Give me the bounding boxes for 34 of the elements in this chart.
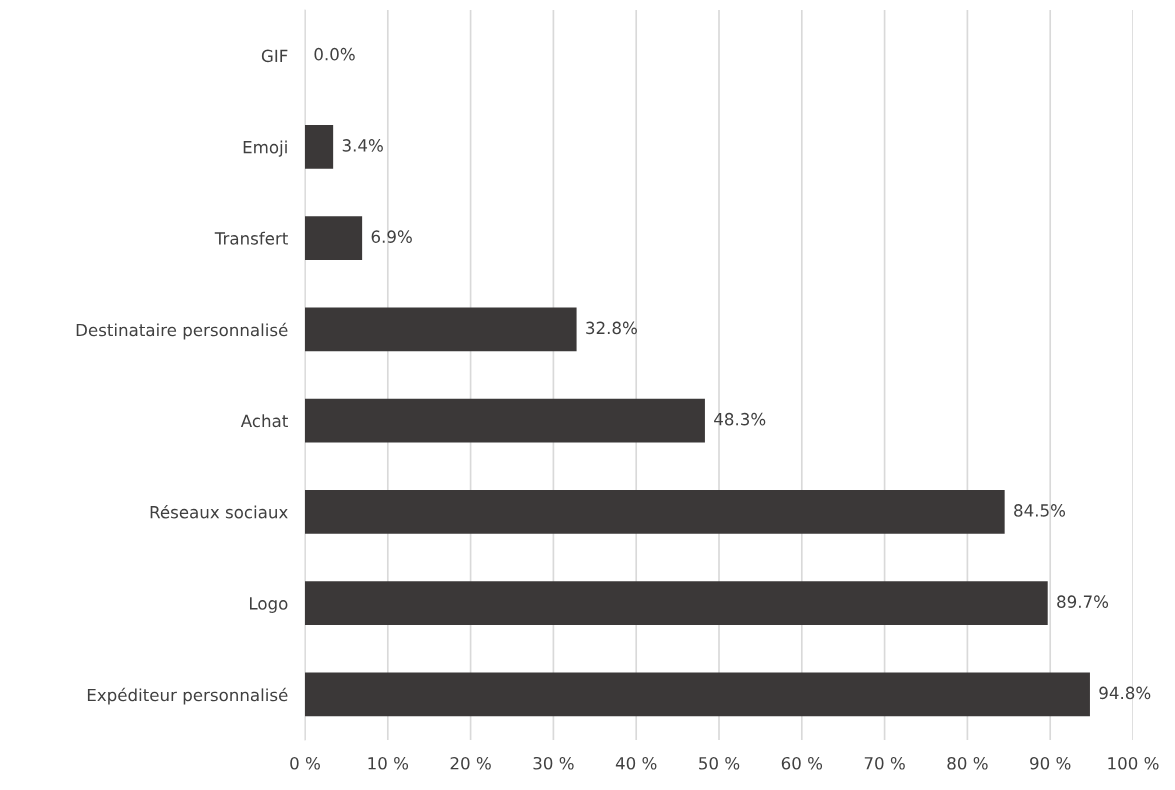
- y-tick-label: GIF: [261, 49, 288, 63]
- x-tick-label: 70 %: [864, 756, 905, 770]
- bar: [305, 216, 363, 261]
- data-label: 48.3%: [714, 412, 766, 426]
- x-tick-label: 50 %: [699, 756, 740, 770]
- bar: [305, 124, 334, 169]
- bar: [305, 672, 1090, 717]
- bar: [305, 307, 577, 352]
- y-tick-label: Transfert: [214, 231, 288, 245]
- y-tick-label: Achat: [240, 414, 288, 428]
- x-tick-label: 0 %: [290, 756, 320, 770]
- y-tick-label: Réseaux sociaux: [150, 504, 288, 519]
- bar: [305, 581, 1048, 626]
- y-tick-label: Destinataire personnalisé: [76, 322, 288, 340]
- data-label: 94.8%: [1099, 686, 1151, 700]
- data-label: 32.8%: [586, 321, 637, 335]
- x-tick-label: 90 %: [1030, 756, 1071, 770]
- bar: [305, 489, 1005, 534]
- x-tick-label: 100 %: [1108, 756, 1159, 770]
- y-tick-label: Expéditeur personnalisé: [87, 687, 288, 705]
- x-tick-label: 20 %: [450, 756, 491, 770]
- x-tick-label: 30 %: [533, 756, 574, 770]
- x-tick-label: 80 %: [947, 756, 988, 770]
- data-label: 84.5%: [1014, 504, 1066, 517]
- data-label: 0.0%: [314, 47, 355, 61]
- x-tick-label: 40 %: [615, 756, 657, 770]
- data-label: 89.7%: [1057, 595, 1109, 608]
- data-label: 6.9%: [371, 230, 412, 243]
- y-tick-label: Emoji: [243, 140, 287, 157]
- bar: [305, 398, 705, 443]
- y-tick-label: Logo: [250, 597, 288, 613]
- data-label: 3.4%: [342, 139, 383, 152]
- x-tick-label: 60 %: [781, 756, 823, 770]
- x-tick-label: 10 %: [368, 756, 409, 770]
